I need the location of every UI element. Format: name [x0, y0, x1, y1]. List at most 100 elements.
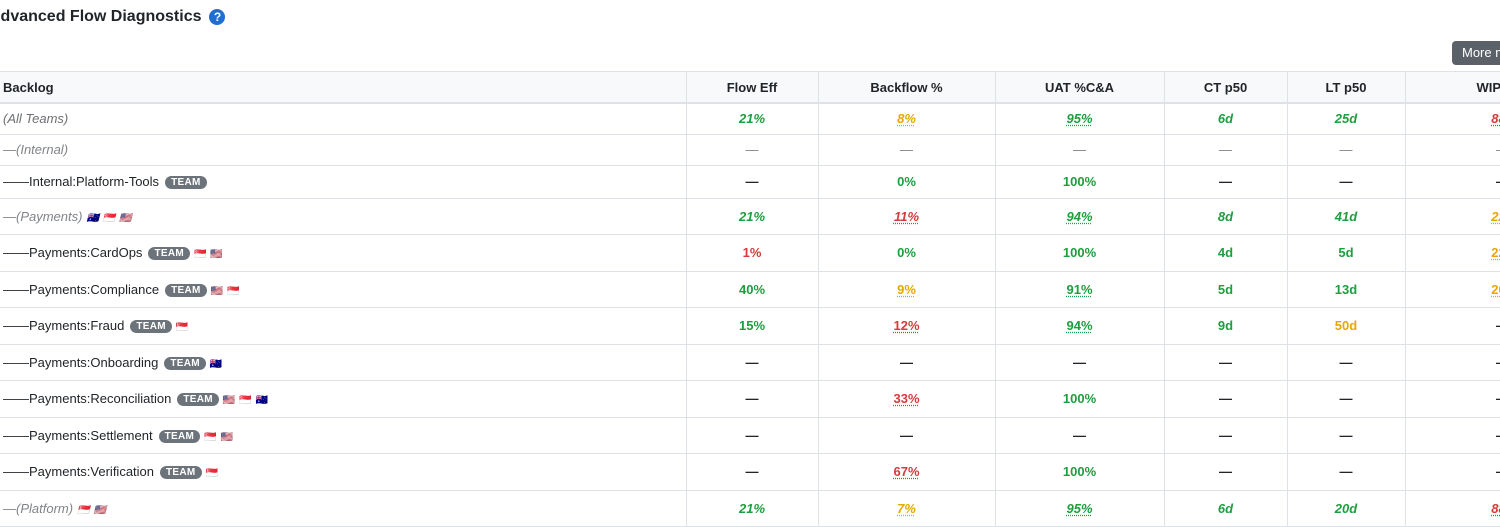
metric-cell: 6d — [1164, 103, 1288, 135]
metric-value: 91% — [1066, 281, 1093, 297]
metric-value: — — [1339, 464, 1353, 479]
table-row: ——Payments:Reconciliation TEAM 🇺🇸 🇸🇬 🇦🇺 — 33% 1… — [0, 380, 1500, 418]
backlog-name[interactable]: ——Payments:Reconciliation — [3, 391, 172, 406]
metric-cell: — — [1287, 380, 1406, 418]
metric-value: 1% — [742, 245, 762, 260]
metric-cell: — — [686, 134, 819, 166]
flag: 🇸🇬 — [239, 395, 252, 406]
metric-cell: 13d — [1287, 271, 1406, 308]
flag: 🇦🇺 — [255, 395, 269, 406]
column-header[interactable]: LT p50 — [1287, 71, 1406, 104]
metric-value: 95% — [1066, 500, 1093, 516]
metric-cell: 1% — [686, 234, 819, 272]
help-icon[interactable]: ? — [209, 9, 226, 25]
metric-cell: 9% — [818, 271, 996, 308]
metric-cell: — — [818, 134, 996, 166]
column-header[interactable]: CT p50 — [1164, 71, 1288, 104]
metric-value: — — [1496, 174, 1500, 189]
metric-value: — — [1496, 391, 1500, 406]
metric-cell: 25d — [1287, 103, 1406, 135]
backlog-name[interactable]: ——Payments:CardOps — [3, 245, 143, 260]
metric-cell: 88d — [1405, 490, 1500, 527]
backlog-name[interactable]: ——Payments:Compliance — [3, 281, 160, 297]
metric-value: 100% — [1062, 174, 1097, 189]
metric-cell: 100% — [995, 234, 1165, 272]
metric-cell: 12% — [818, 307, 996, 345]
metric-value: 25d — [1334, 111, 1358, 127]
flag: 🇺🇸 — [222, 395, 236, 406]
column-header[interactable]: Backlog — [0, 71, 687, 104]
metric-value: — — [1496, 355, 1500, 370]
metric-cell: — — [1405, 344, 1500, 381]
metric-cell: 15% — [686, 307, 819, 345]
backlog-name[interactable]: ——Payments:Fraud — [3, 318, 125, 333]
column-header[interactable]: WIP Age — [1405, 71, 1500, 104]
metric-value: 88d — [1491, 500, 1500, 516]
backlog-cell: ——Payments:Fraud TEAM 🇸🇬 — [0, 307, 687, 345]
metric-value: 12% — [893, 318, 920, 333]
team-badge: TEAM — [158, 429, 201, 443]
metric-cell: — — [1287, 417, 1406, 454]
flag: 🇦🇺 — [86, 212, 99, 224]
team-badge: TEAM — [164, 356, 206, 370]
metric-cell: — — [1164, 344, 1288, 381]
metric-cell: 94% — [995, 307, 1165, 345]
metric-cell: — — [1164, 417, 1288, 454]
metric-cell: 95% — [995, 490, 1165, 527]
metric-cell: — — [1287, 134, 1406, 166]
metric-cell: 4d — [1164, 234, 1288, 272]
metric-cell: — — [995, 344, 1165, 381]
metric-cell: — — [1405, 417, 1500, 454]
metric-cell: 20d — [1287, 490, 1406, 527]
metric-cell: 7% — [818, 490, 996, 527]
metric-cell: 91% — [995, 271, 1165, 308]
backlog-name[interactable]: ——Payments:Settlement — [3, 427, 153, 443]
metric-cell: — — [686, 453, 819, 491]
backlog-name[interactable]: —(Payments) — [3, 208, 83, 224]
table-row: —(Internal) — — — — — — — [0, 134, 1500, 166]
flag: 🇺🇸 — [210, 285, 224, 297]
metric-value: — — [1219, 142, 1232, 157]
metric-cell: 21% — [686, 198, 819, 235]
backlog-name[interactable]: ——Payments:Verification — [3, 464, 155, 479]
metric-cell: 50d — [1287, 307, 1406, 345]
column-header[interactable]: Backflow % — [818, 71, 996, 104]
metric-value: 21% — [738, 500, 766, 516]
metric-value: 13d — [1334, 281, 1358, 297]
metric-cell: — — [1287, 165, 1406, 199]
metric-value: 22d — [1491, 208, 1500, 224]
metric-value: 88d — [1491, 111, 1500, 127]
metric-value: 22d — [1491, 245, 1500, 260]
backlog-name[interactable]: (All Teams) — [3, 111, 69, 127]
backlog-cell: ——Payments:Onboarding TEAM 🇦🇺 — [0, 344, 687, 381]
metric-cell: — — [1164, 134, 1288, 166]
metric-value: 6d — [1217, 111, 1234, 127]
backlog-name[interactable]: ——Internal:Platform-Tools — [3, 174, 160, 189]
metric-value: — — [1073, 354, 1086, 370]
metric-cell: 22d — [1405, 198, 1500, 235]
metric-value: 100% — [1062, 245, 1097, 260]
metric-cell: 100% — [995, 453, 1165, 491]
metric-cell: 21% — [686, 103, 819, 135]
metric-value: 8% — [897, 111, 916, 127]
more-button[interactable]: More m — [1452, 41, 1500, 65]
table-wrapper: Backlog Flow Eff Backflow % UAT %C&A CT p50 L… — [0, 71, 1500, 527]
team-badge: TEAM — [130, 320, 172, 333]
metric-cell: 67% — [818, 453, 996, 491]
metric-cell: — — [1405, 453, 1500, 491]
metric-value: — — [745, 142, 759, 157]
metric-cell: — — [1405, 380, 1500, 418]
metric-cell: — — [1405, 307, 1500, 345]
backlog-name[interactable]: —(Platform) — [3, 500, 74, 516]
table-row: ——Payments:Fraud TEAM🇸🇬 15% 12% 94% 9d 50d — — [0, 307, 1500, 345]
flag: 🇸🇬 — [102, 212, 116, 224]
backlog-name[interactable]: —(Internal) — [3, 142, 69, 157]
metric-value: 100% — [1062, 464, 1097, 479]
column-header[interactable]: Flow Eff — [686, 71, 819, 104]
metric-value: — — [1496, 428, 1500, 443]
backlog-name[interactable]: ——Payments:Onboarding — [3, 354, 159, 370]
flag: 🇸🇬 — [77, 504, 90, 516]
column-header[interactable]: UAT %C&A — [995, 71, 1165, 104]
table-row: ——Payments:CardOps TEAM🇸🇬🇺🇸 1% 0% 100% 4d 5d 22… — [0, 234, 1500, 272]
metric-value: — — [1496, 142, 1500, 157]
